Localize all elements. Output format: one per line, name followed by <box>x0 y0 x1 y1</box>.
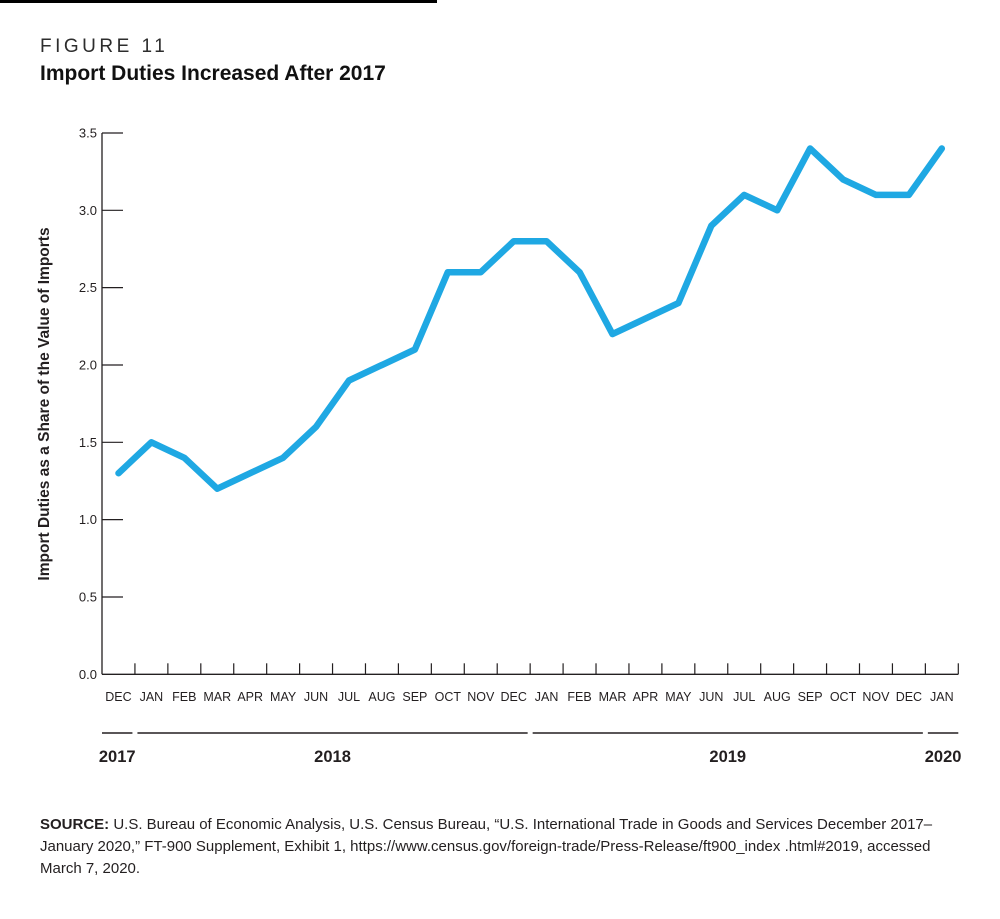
month-label: JUL <box>338 690 360 704</box>
month-label: FEB <box>172 690 196 704</box>
month-label: JAN <box>140 690 164 704</box>
y-tick-label: 3.5 <box>79 126 97 141</box>
y-tick-label: 3.0 <box>79 203 97 218</box>
month-label: DEC <box>500 690 526 704</box>
month-label: APR <box>237 690 263 704</box>
data-line <box>115 145 946 492</box>
month-label: AUG <box>764 690 791 704</box>
y-tick-label: 1.0 <box>79 512 97 527</box>
y-tick-label: 1.5 <box>79 435 97 450</box>
month-label: SEP <box>402 690 427 704</box>
month-label: JUN <box>699 690 723 704</box>
month-label: JUN <box>304 690 328 704</box>
month-label: MAY <box>665 690 692 704</box>
month-label: FEB <box>567 690 591 704</box>
month-label: APR <box>633 690 659 704</box>
month-label: DEC <box>896 690 922 704</box>
y-tick-label: 2.5 <box>79 280 97 295</box>
month-label: DEC <box>105 690 131 704</box>
top-rule-divider <box>0 0 437 3</box>
month-label: OCT <box>435 690 462 704</box>
month-label: JAN <box>930 690 954 704</box>
source-label: SOURCE: <box>40 816 110 833</box>
figure-label: FIGURE 11 <box>40 36 169 57</box>
month-label: JUL <box>733 690 755 704</box>
year-label: 2020 <box>925 748 962 766</box>
month-label: NOV <box>467 690 495 704</box>
month-label: AUG <box>368 690 395 704</box>
y-tick-label: 0.0 <box>79 667 97 682</box>
year-label: 2019 <box>709 748 746 766</box>
month-label: SEP <box>798 690 823 704</box>
y-tick-label: 2.0 <box>79 357 97 372</box>
month-label: MAR <box>599 690 627 704</box>
y-axis-title: Import Duties as a Share of the Value of… <box>36 227 53 580</box>
chart-svg: 0.0 0.5 1.0 1.5 2.0 2.5 3.0 3.5 DEC JAN FEB MAR APR M… <box>36 126 962 767</box>
page-title: Import Duties Increased After 2017 <box>40 62 386 85</box>
month-label: MAY <box>270 690 297 704</box>
year-label: 2017 <box>99 748 136 766</box>
month-label: JAN <box>535 690 559 704</box>
month-label: NOV <box>862 690 890 704</box>
source-text: U.S. Bureau of Economic Analysis, U.S. C… <box>40 816 933 878</box>
y-tick-label: 0.5 <box>79 589 97 604</box>
source-note: SOURCE: U.S. Bureau of Economic Analysis… <box>40 814 945 880</box>
year-label: 2018 <box>314 748 351 766</box>
month-label: OCT <box>830 690 857 704</box>
month-label: MAR <box>203 690 231 704</box>
